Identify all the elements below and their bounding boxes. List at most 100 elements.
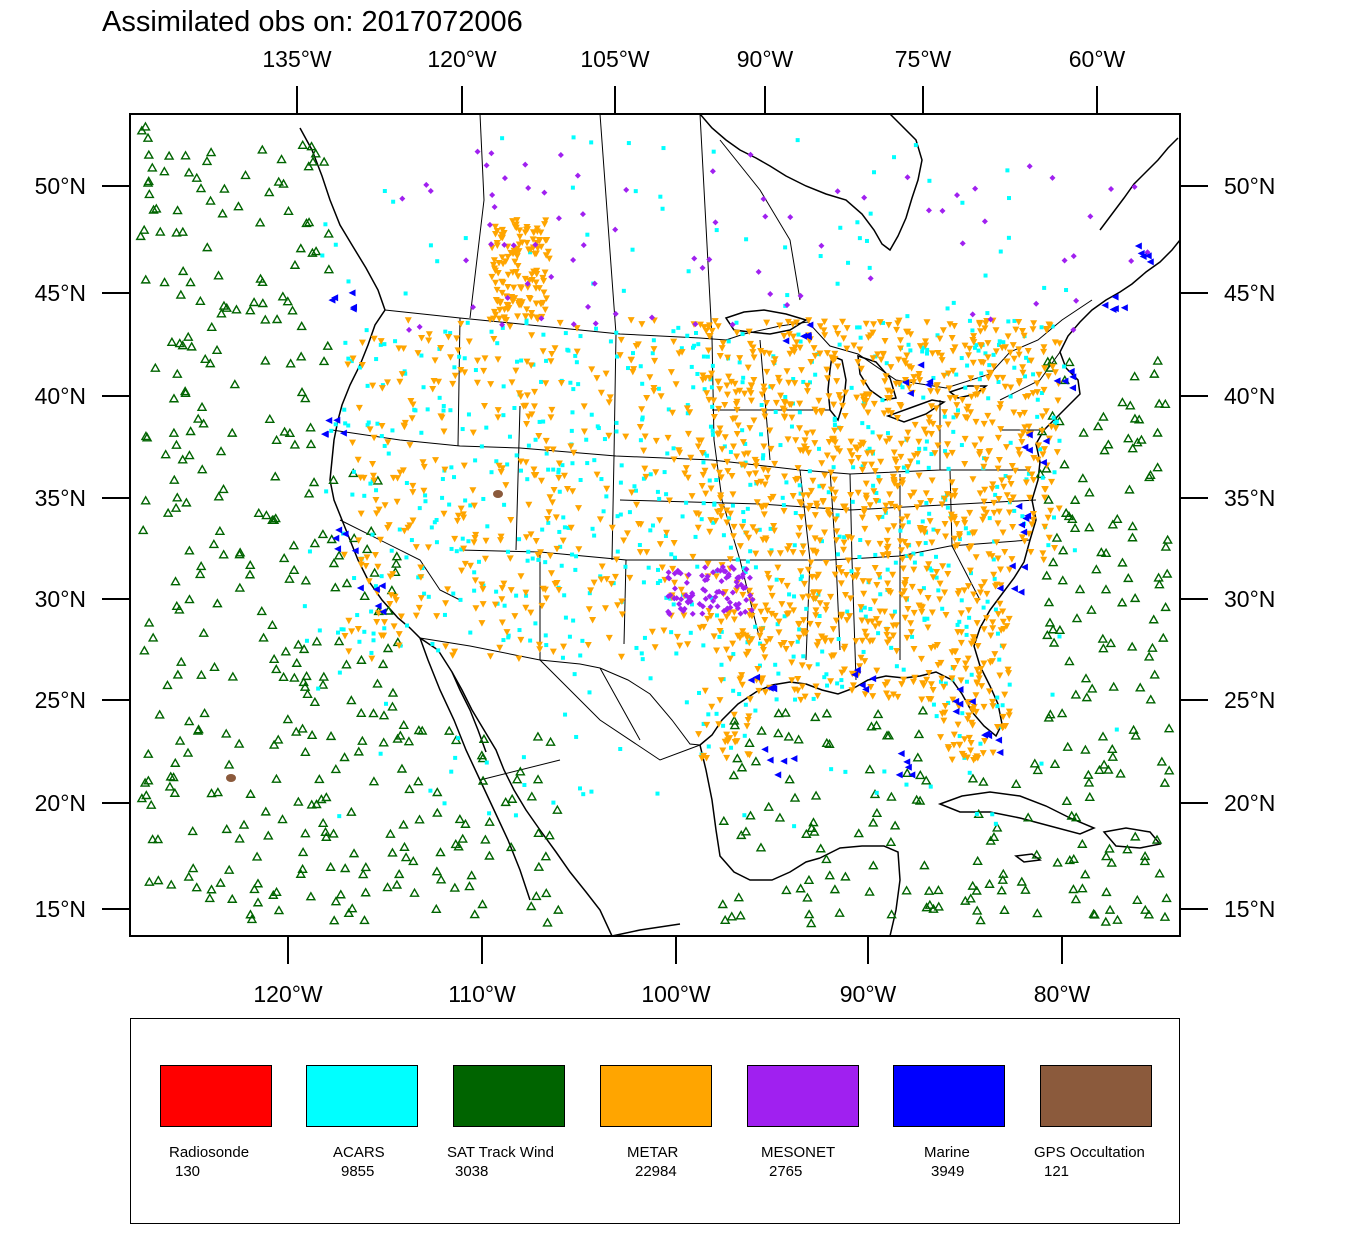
mesonet-symbol [555,215,562,222]
acars-symbol [676,325,681,330]
sat-track-wind-symbol [1020,884,1031,894]
metar-symbol [797,501,805,508]
acars-symbol [668,596,673,601]
acars-symbol [815,662,820,667]
acars-symbol [804,606,809,611]
sat-track-wind-symbol [339,752,350,762]
metar-symbol [760,349,768,357]
sat-track-wind-symbol [834,907,845,917]
acars-symbol [876,474,881,479]
metar-symbol [881,508,889,515]
mesonet-symbol [702,564,709,571]
metar-symbol [983,615,991,622]
metar-symbol [603,576,611,583]
acars-symbol [991,352,996,357]
acars-symbol [307,549,312,554]
sat-track-wind-symbol [199,707,210,718]
acars-symbol [573,567,578,572]
metar-symbol [950,513,958,521]
acars-symbol [440,477,445,482]
metar-symbol [783,611,791,618]
acars-symbol [987,363,992,368]
metar-symbol [870,321,878,328]
acars-symbol [405,623,410,628]
sat-track-wind-symbol [1127,521,1138,531]
metar-symbol [942,611,950,619]
sat-track-wind-symbol [1048,637,1060,647]
sat-track-wind-symbol [317,679,329,689]
metar-symbol [905,384,913,391]
metar-symbol [973,680,981,688]
acars-symbol [528,250,533,255]
metar-symbol [762,602,770,610]
sat-track-wind-symbol [163,150,175,160]
metar-symbol [525,413,533,421]
metar-symbol [776,550,784,557]
acars-symbol [1020,514,1025,519]
metar-symbol [399,467,407,474]
metar-symbol [784,436,792,443]
metar-symbol [996,566,1004,574]
metar-symbol [763,399,771,407]
acars-symbol [824,672,829,677]
sat-track-wind-symbol [258,632,269,642]
acars-symbol [951,429,956,434]
metar-symbol [1041,365,1049,372]
acars-symbol [728,545,733,550]
metar-symbol [514,262,522,270]
metar-symbol [854,489,862,497]
metar-symbol [441,466,449,474]
metar-symbol [829,357,837,365]
sat-track-wind-symbol [404,783,415,794]
metar-symbol [796,525,804,532]
acars-symbol [906,520,911,525]
metar-symbol [748,612,756,620]
metar-symbol [862,320,870,328]
acars-symbol [661,146,666,151]
metar-symbol [362,563,370,570]
sat-track-wind-symbol [431,903,442,913]
metar-symbol [551,345,559,352]
sat-track-wind-symbol [301,218,312,228]
sat-track-wind-symbol [1156,756,1168,766]
metar-symbol [926,498,934,505]
metar-symbol [376,536,384,544]
sat-track-wind-symbol [444,725,455,735]
metar-symbol [805,664,813,671]
acars-symbol [761,453,766,458]
marine-symbol [328,296,336,304]
metar-symbol [726,510,734,518]
metar-symbol [973,666,981,674]
metar-symbol [910,645,918,653]
sat-track-wind-symbol [511,774,523,784]
metar-symbol [380,619,388,626]
sat-track-wind-symbol [1044,617,1056,627]
metar-symbol [767,550,775,558]
metar-symbol [440,428,448,436]
metar-symbol [898,556,906,563]
metar-symbol [862,480,870,488]
acars-symbol [569,428,574,433]
sat-track-wind-symbol [256,606,267,616]
sat-track-wind-symbol [387,701,398,711]
sat-track-wind-symbol [223,759,235,769]
metar-symbol [985,449,993,456]
sat-track-wind-symbol [357,869,369,879]
acars-symbol [934,714,939,719]
mesonet-symbol [735,600,742,607]
metar-symbol [885,322,893,329]
metar-symbol [903,436,911,444]
sat-track-wind-symbol [234,549,245,559]
metar-symbol [902,596,910,603]
sat-track-wind-symbol [192,413,204,423]
acars-symbol [442,612,447,617]
acars-symbol [448,331,453,336]
mesonet-symbol [667,592,674,599]
acars-symbol [743,702,748,707]
metar-symbol [995,495,1003,503]
acars-symbol [589,789,594,794]
acars-symbol [785,293,790,298]
metar-symbol [827,486,835,494]
acars-symbol [556,470,561,475]
acars-symbol [459,547,464,552]
